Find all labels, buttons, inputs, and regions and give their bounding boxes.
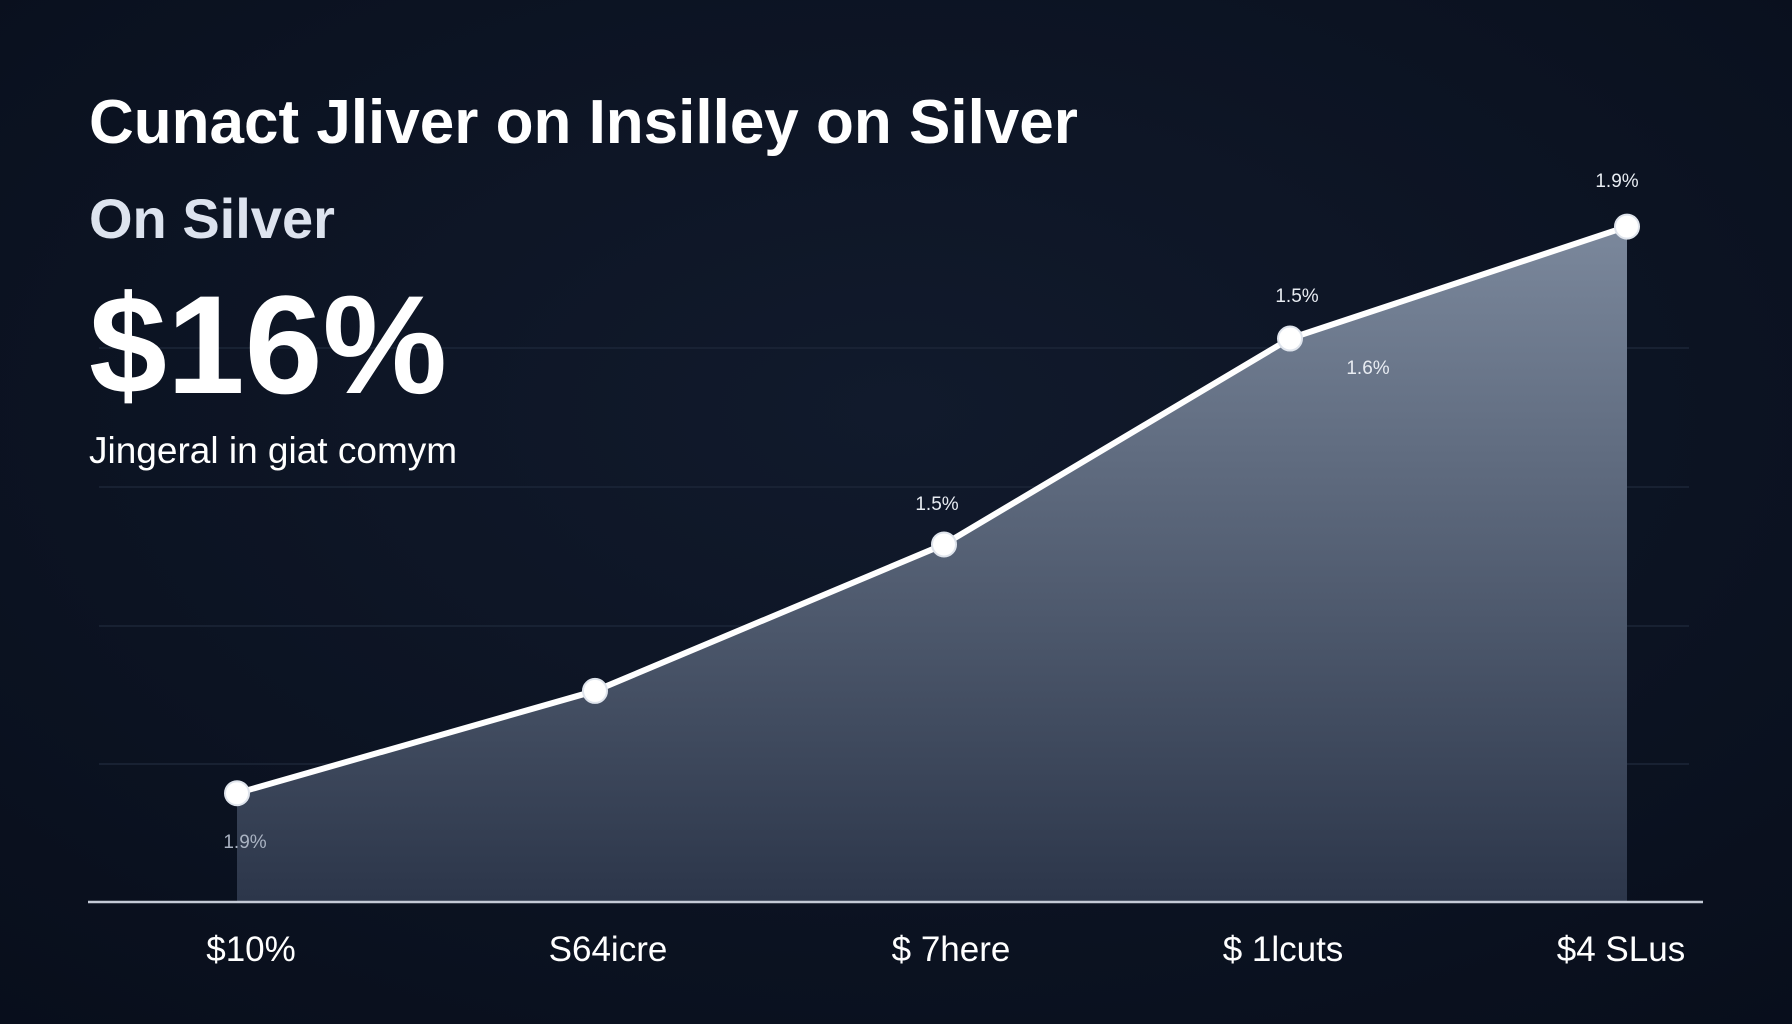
annotation: 1.9% [223,832,266,853]
annotation: 1.5% [1275,286,1318,307]
chart-subtitle: On Silver [89,187,335,250]
point [1277,325,1303,352]
headline: $16% [89,266,447,423]
annotation: 1.6% [1346,358,1389,379]
annotation: 1.9% [1595,171,1638,192]
x-tick-label: $ 1lcuts [1223,930,1344,969]
plot: $10% S64icre $ 7here $ 1lcuts $4 SLus 1.9% 1.5… [206,171,1685,969]
x-tick-label: $ 7here [892,930,1011,969]
x-tick-label: $4 SLus [1557,930,1685,969]
caption: Jingeral in giat comym [89,430,457,471]
area [237,226,1627,902]
annotation: 1.5% [915,494,958,515]
x-tick-label: $10% [206,930,296,969]
chart-title: Cunact Jliver on Insilley on Silver [89,88,1078,157]
point [931,531,957,558]
point [1614,213,1640,240]
point [224,780,250,807]
point [582,677,608,704]
x-tick-label: S64icre [549,930,668,969]
